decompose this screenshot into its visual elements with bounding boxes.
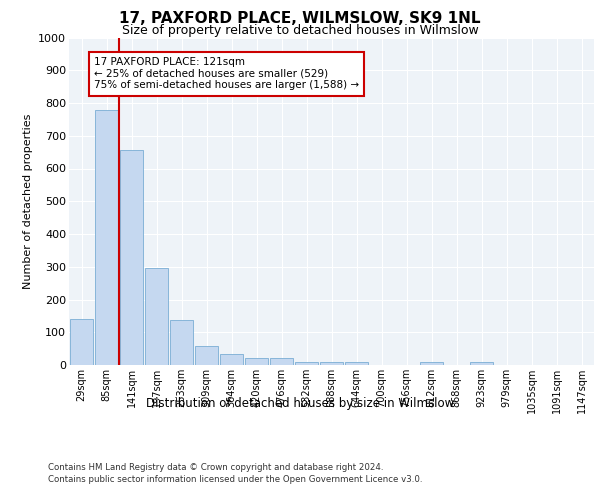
Bar xyxy=(270,358,293,365)
Text: Contains public sector information licensed under the Open Government Licence v3: Contains public sector information licen… xyxy=(48,475,422,484)
Bar xyxy=(420,362,443,365)
Y-axis label: Number of detached properties: Number of detached properties xyxy=(23,114,32,289)
Bar xyxy=(95,110,118,365)
Bar xyxy=(245,358,268,365)
Bar xyxy=(295,362,318,365)
Text: 17 PAXFORD PLACE: 121sqm
← 25% of detached houses are smaller (529)
75% of semi-: 17 PAXFORD PLACE: 121sqm ← 25% of detach… xyxy=(94,57,359,90)
Text: Distribution of detached houses by size in Wilmslow: Distribution of detached houses by size … xyxy=(146,398,454,410)
Bar xyxy=(470,362,493,365)
Bar xyxy=(170,320,193,365)
Bar xyxy=(320,362,343,365)
Bar xyxy=(220,354,243,365)
Text: Size of property relative to detached houses in Wilmslow: Size of property relative to detached ho… xyxy=(122,24,478,37)
Bar xyxy=(195,346,218,365)
Text: Contains HM Land Registry data © Crown copyright and database right 2024.: Contains HM Land Registry data © Crown c… xyxy=(48,462,383,471)
Bar xyxy=(120,150,143,365)
Bar xyxy=(145,268,168,365)
Text: 17, PAXFORD PLACE, WILMSLOW, SK9 1NL: 17, PAXFORD PLACE, WILMSLOW, SK9 1NL xyxy=(119,11,481,26)
Bar xyxy=(345,362,368,365)
Bar xyxy=(70,319,93,365)
